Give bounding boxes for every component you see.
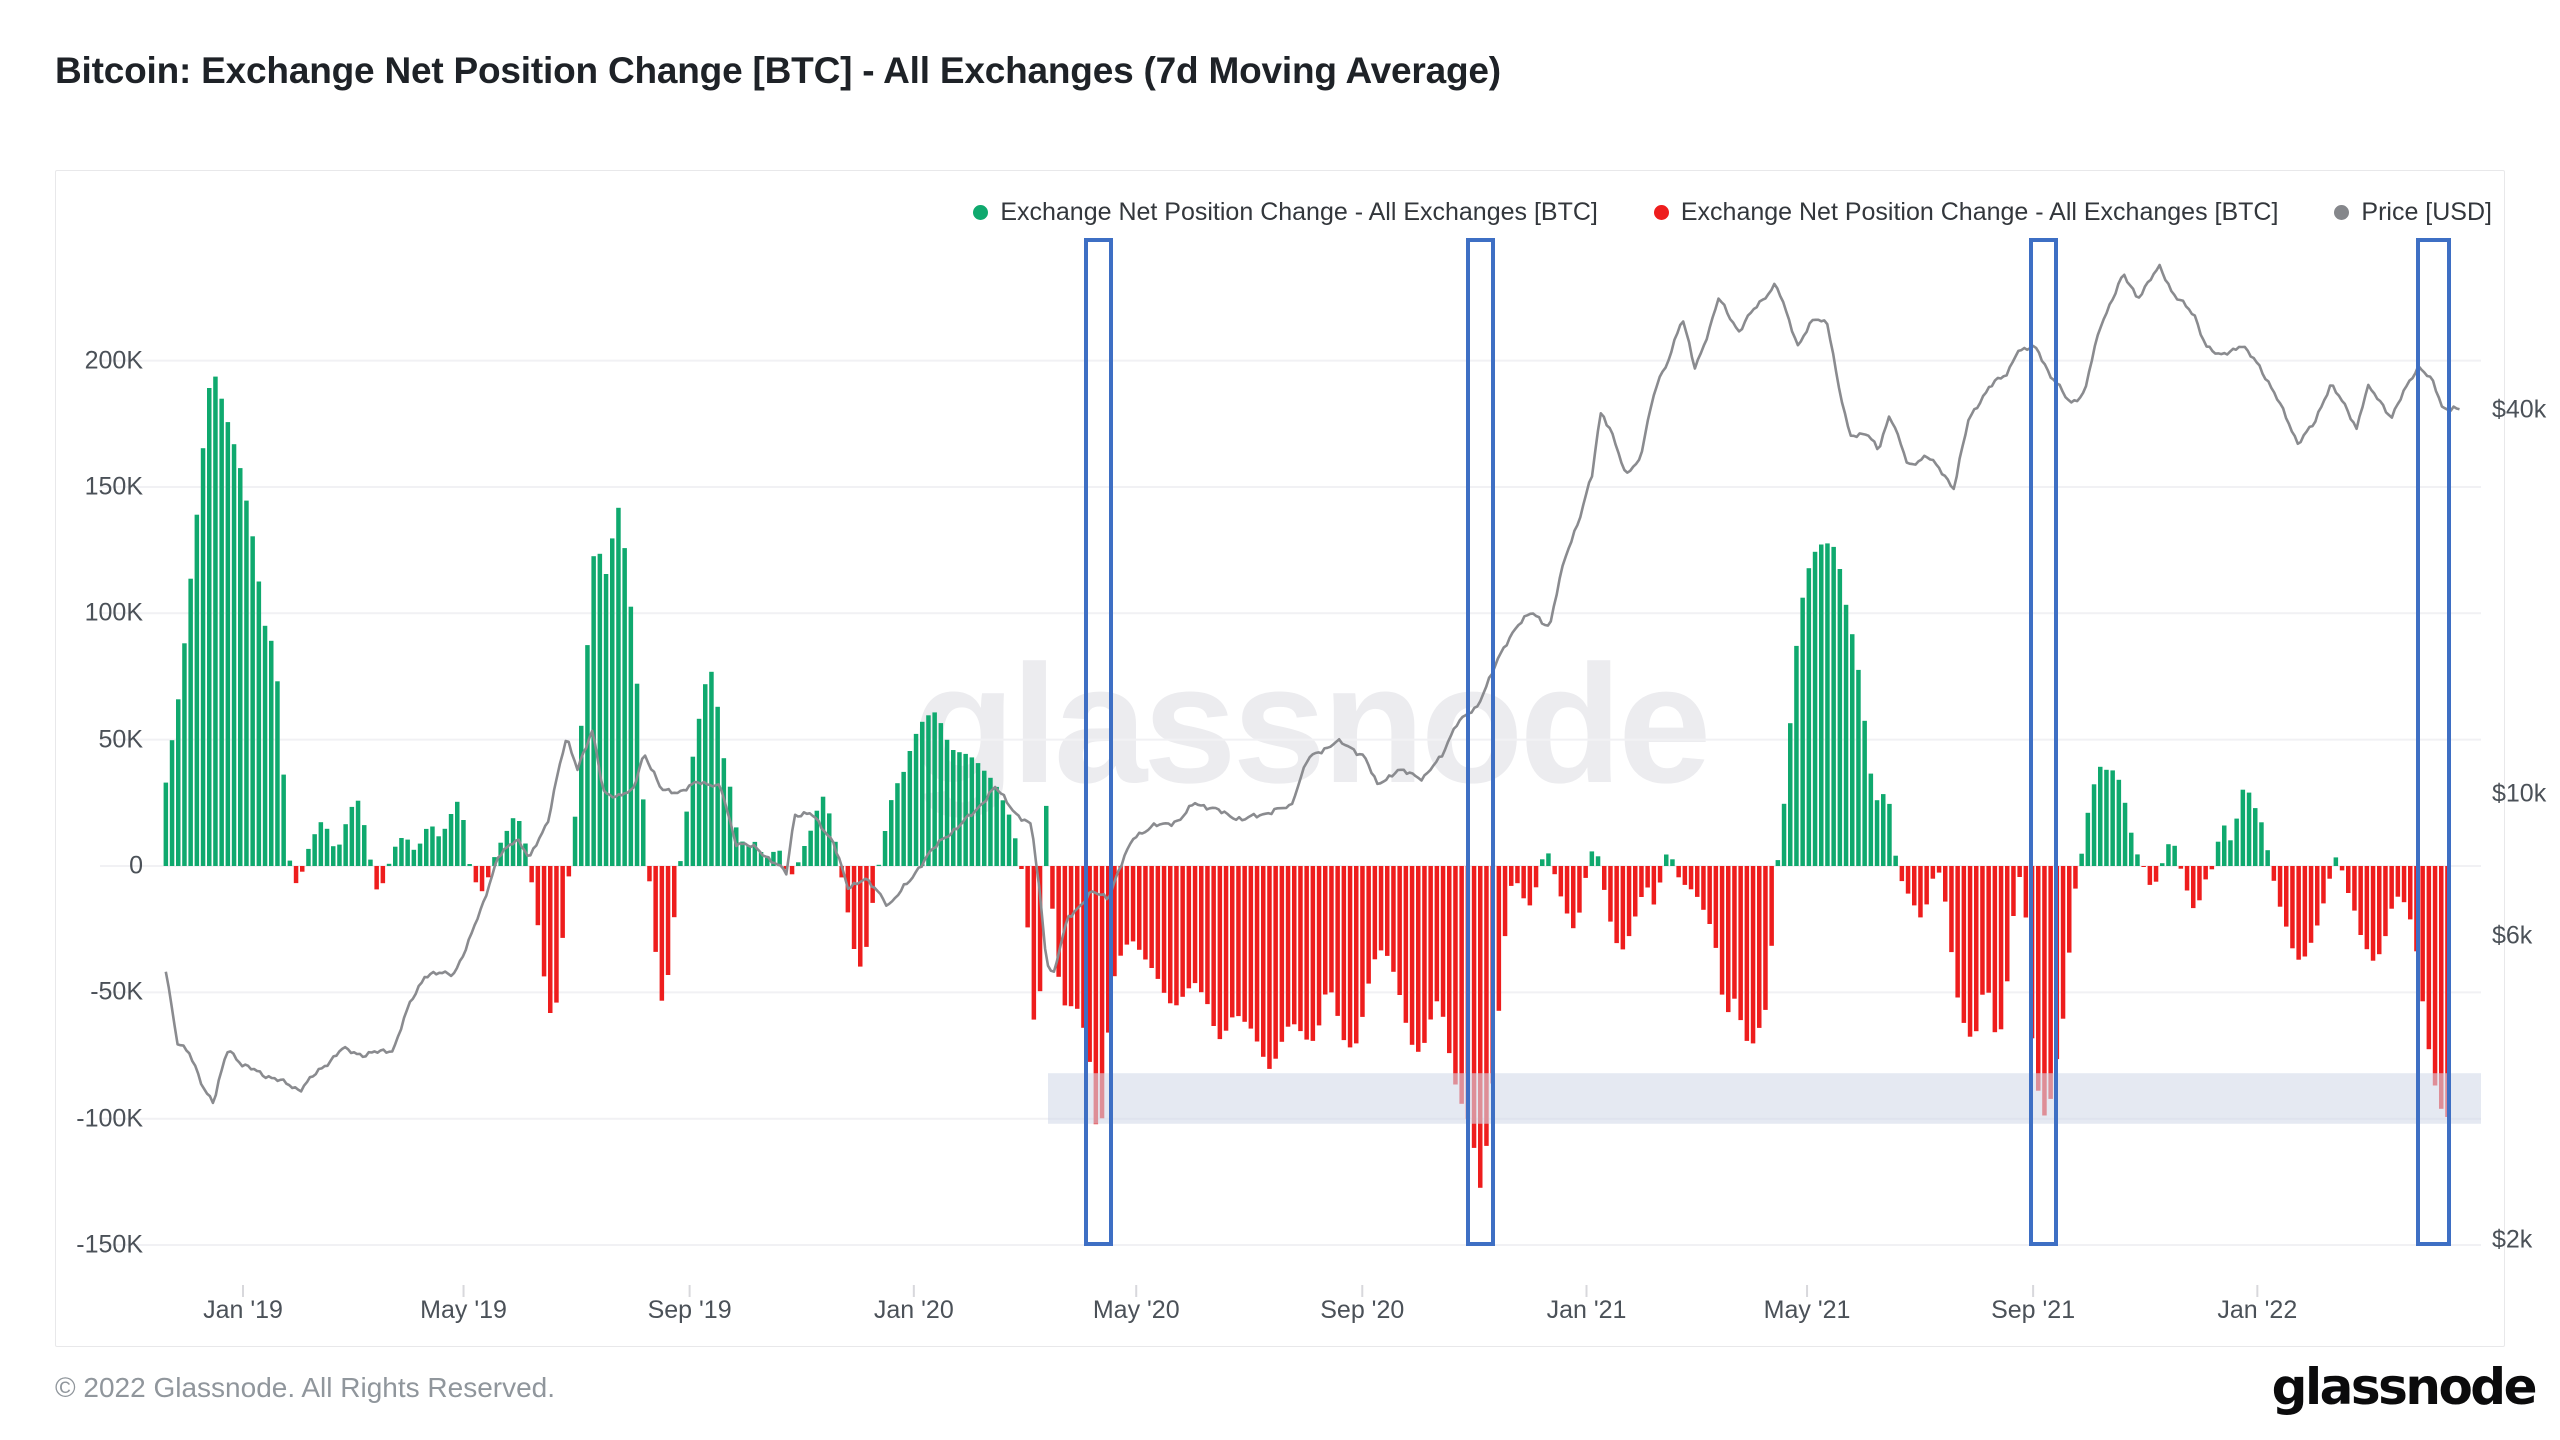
legend-item-3[interactable]: Price [USD] (2334, 198, 2492, 227)
legend-dot-icon (2334, 205, 2350, 220)
y-left-label-200K: 200K (84, 346, 143, 375)
x-label-May20: May '20 (1092, 1296, 1180, 1324)
y-left-label--50K: -50K (90, 977, 143, 1006)
legend-item-label: Exchange Net Position Change - All Excha… (1000, 198, 1598, 226)
x-label-Sep19: Sep '19 (647, 1296, 732, 1324)
y-left-label--100K: -100K (76, 1104, 143, 1133)
y-left-label--150K: -150K (76, 1230, 143, 1259)
y-right-label-$10k: $10k (2492, 779, 2547, 808)
x-label-Jan22: Jan '22 (2217, 1296, 2298, 1324)
legend-item-label: Price [USD] (2361, 198, 2492, 226)
legend-item-2[interactable]: Exchange Net Position Change - All Excha… (1653, 198, 2279, 227)
y-right-label-$40k: $40k (2492, 395, 2547, 424)
y-left-label-50K: 50K (98, 725, 143, 754)
glassnode-watermark: glassnode (912, 630, 1712, 818)
annotation-box-1 (1084, 238, 1113, 1246)
annotation-box-3 (2029, 238, 2058, 1246)
x-label-May19: May '19 (420, 1296, 507, 1324)
annotation-box-4 (2416, 238, 2451, 1246)
chart-card (55, 170, 2505, 1347)
legend-item-label: Exchange Net Position Change - All Excha… (1680, 198, 2279, 226)
legend-dot-icon (1653, 205, 1669, 220)
x-label-May21: May '21 (1763, 1296, 1851, 1324)
y-right-label-$6k: $6k (2492, 921, 2533, 950)
y-right-label-$2k: $2k (2492, 1225, 2533, 1254)
x-label-Sep21: Sep '21 (1991, 1296, 2076, 1324)
y-left-label-100K: 100K (84, 598, 143, 627)
x-label-Jan21: Jan '21 (1546, 1296, 1627, 1324)
footer-copyright: © 2022 Glassnode. All Rights Reserved. (55, 1372, 556, 1403)
glassnode-logo: glassnode (2271, 1358, 2538, 1416)
x-label-Jan20: Jan '20 (873, 1296, 954, 1324)
annotation-box-2 (1466, 238, 1495, 1246)
chart-legend: Exchange Net Position Change - All Excha… (973, 198, 2492, 227)
price-line (164, 263, 2460, 1105)
y-left-label-0: 0 (129, 851, 143, 880)
y-left-label-150K: 150K (84, 472, 143, 501)
x-label-Jan19: Jan '19 (203, 1296, 283, 1324)
highlight-band (1048, 1073, 2481, 1124)
netflow-bars (163, 376, 2450, 1188)
page-title: Bitcoin: Exchange Net Position Change [B… (55, 50, 1501, 91)
x-label-Sep20: Sep '20 (1320, 1296, 1405, 1324)
legend-dot-icon (973, 205, 989, 220)
legend-item-1[interactable]: Exchange Net Position Change - All Excha… (973, 198, 1598, 227)
